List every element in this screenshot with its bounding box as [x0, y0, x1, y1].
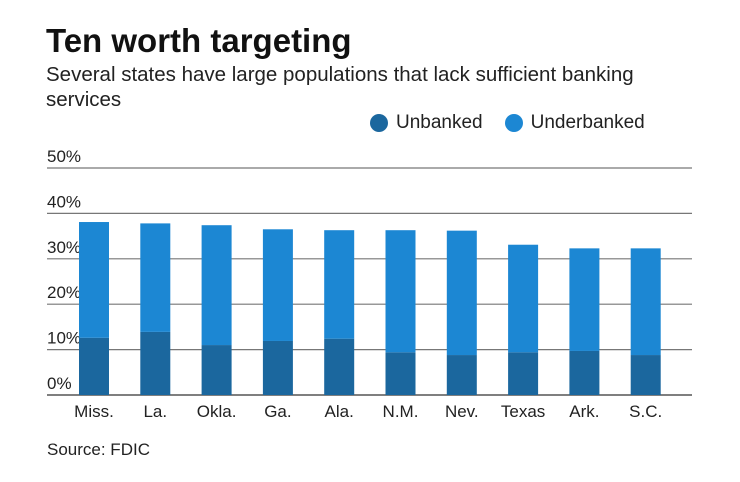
- legend-swatch-unbanked: [370, 114, 388, 132]
- chart-subtitle: Several states have large populations th…: [46, 63, 634, 111]
- bar-unbanked-okla: [201, 345, 232, 395]
- bar-unbanked-la: [140, 331, 171, 395]
- x-tick-label: Nev.: [445, 402, 479, 421]
- x-tick-label: N.M.: [383, 402, 419, 421]
- bar-underbanked-miss: [79, 222, 109, 338]
- legend-item-underbanked: Underbanked: [504, 112, 645, 134]
- bar-underbanked-ga: [262, 229, 293, 341]
- x-tick-label: Ala.: [325, 402, 354, 421]
- legend-label-unbanked: Unbanked: [396, 112, 483, 133]
- bar-unbanked-miss: [79, 337, 109, 395]
- bar-unbanked-nev: [446, 355, 477, 395]
- x-tick-label: La.: [143, 402, 167, 421]
- x-tick-label: Ga.: [264, 402, 291, 421]
- x-tick-label: S.C.: [629, 402, 662, 421]
- bar-underbanked-nm: [385, 230, 416, 353]
- bar-underbanked-ark: [569, 248, 600, 351]
- y-tick-label: 40%: [47, 192, 81, 211]
- y-tick-label: 10%: [47, 329, 81, 348]
- bar-unbanked-ga: [262, 340, 293, 395]
- bar-underbanked-nev: [446, 230, 477, 356]
- legend-item-unbanked: Unbanked: [370, 112, 483, 134]
- bar-unbanked-ala: [324, 338, 355, 395]
- bar-underbanked-ala: [324, 230, 355, 339]
- legend: Unbanked Underbanked: [370, 112, 645, 134]
- source-note: Source: FDIC: [47, 440, 150, 459]
- x-tick-label: Texas: [501, 402, 545, 421]
- y-tick-label: 0%: [47, 374, 72, 393]
- y-tick-label: 30%: [47, 238, 81, 257]
- x-tick-label: Okla.: [197, 402, 237, 421]
- y-tick-label: 50%: [47, 147, 81, 166]
- bar-unbanked-nm: [385, 352, 416, 395]
- bar-unbanked-ark: [569, 350, 600, 395]
- bar-unbanked-texas: [508, 352, 539, 395]
- bar-underbanked-la: [140, 223, 171, 332]
- x-tick-label: Ark.: [569, 402, 599, 421]
- legend-swatch-underbanked: [504, 114, 523, 132]
- bar-underbanked-texas: [508, 244, 539, 353]
- bar-underbanked-sc: [630, 248, 661, 356]
- x-tick-label: Miss.: [74, 402, 114, 421]
- chart-title: Ten worth targeting: [46, 22, 352, 59]
- bar-unbanked-sc: [630, 355, 661, 395]
- bar-underbanked-okla: [201, 225, 232, 346]
- y-tick-label: 20%: [47, 283, 81, 302]
- legend-label-underbanked: Underbanked: [530, 112, 645, 133]
